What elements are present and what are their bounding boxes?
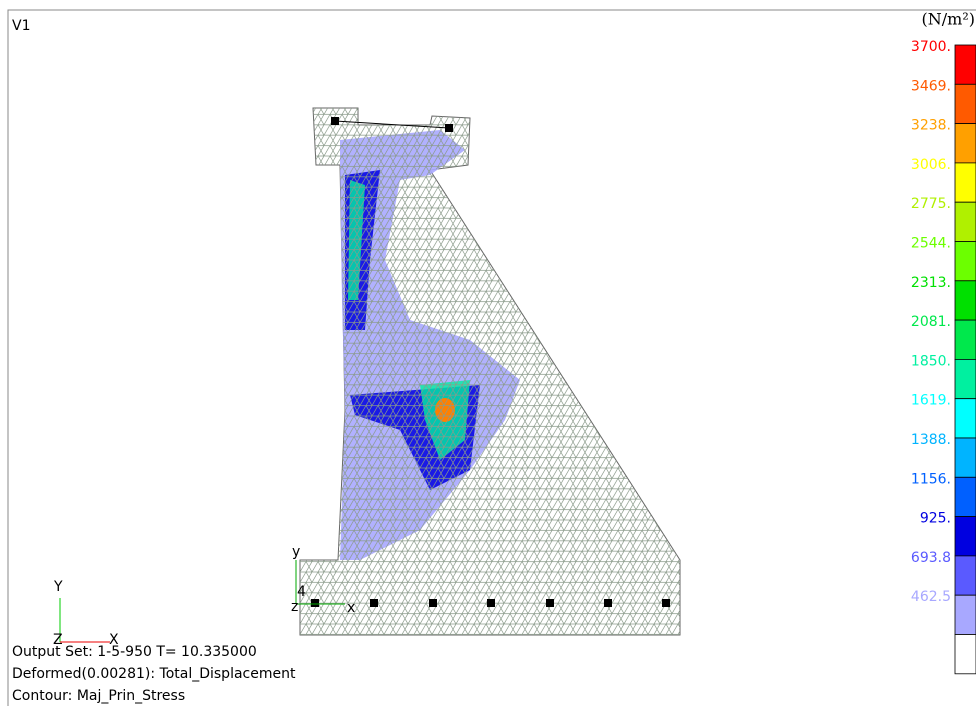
legend-label: 925. (920, 511, 951, 527)
legend-label: 3238. (911, 118, 951, 134)
model-triad-x: x (347, 600, 355, 616)
legend-label: 1619. (911, 393, 951, 409)
info-line: Deformed(0.00281): Total_Displacement (12, 666, 296, 682)
model-triad-y: y (292, 544, 300, 560)
legend-label: 1156. (911, 471, 951, 487)
legend-swatch (955, 399, 976, 438)
legend-label: 693.8 (911, 550, 951, 566)
viewport: V1 y x z 4 Y Z X Output Set: 1-5-950 T= … (0, 0, 976, 706)
viewport-label: V1 (12, 18, 30, 34)
legend-swatch (955, 477, 976, 516)
info-line: Contour: Maj_Prin_Stress (12, 688, 185, 704)
legend-swatch (955, 320, 976, 359)
legend-swatch (955, 281, 976, 320)
legend-swatch (955, 45, 976, 84)
legend-label: 1850. (911, 353, 951, 369)
legend-label: 3469. (911, 78, 951, 94)
model-node: 4 (297, 584, 306, 600)
legend-swatch (955, 359, 976, 398)
legend-swatch (955, 163, 976, 202)
legend-swatch (955, 635, 976, 674)
legend-unit: (N/m²) (922, 10, 975, 29)
legend-swatch (955, 556, 976, 595)
legend-swatch (955, 202, 976, 241)
model: y x z 4 (291, 108, 680, 635)
mesh (300, 108, 680, 635)
legend-label: 1388. (911, 432, 951, 448)
view-triad-y: Y (53, 579, 63, 595)
legend-label: 3006. (911, 157, 951, 173)
legend-label: 462.5 (911, 589, 951, 605)
legend-label: 2081. (911, 314, 951, 330)
model-triad-z: z (291, 599, 298, 615)
legend-swatch (955, 242, 976, 281)
legend-label: 2775. (911, 196, 951, 212)
legend-swatch (955, 595, 976, 634)
legend-swatch (955, 84, 976, 123)
legend-swatch (955, 517, 976, 556)
legend-swatch (955, 438, 976, 477)
legend: 3700. 3469. 3238. 3006. 2775. 2544. 2313. 2081.… (911, 39, 976, 674)
legend-label: 3700. (911, 39, 951, 55)
legend-swatch (955, 124, 976, 163)
legend-label: 2544. (911, 236, 951, 252)
info-line: Output Set: 1-5-950 T= 10.335000 (12, 644, 257, 660)
legend-label: 2313. (911, 275, 951, 291)
